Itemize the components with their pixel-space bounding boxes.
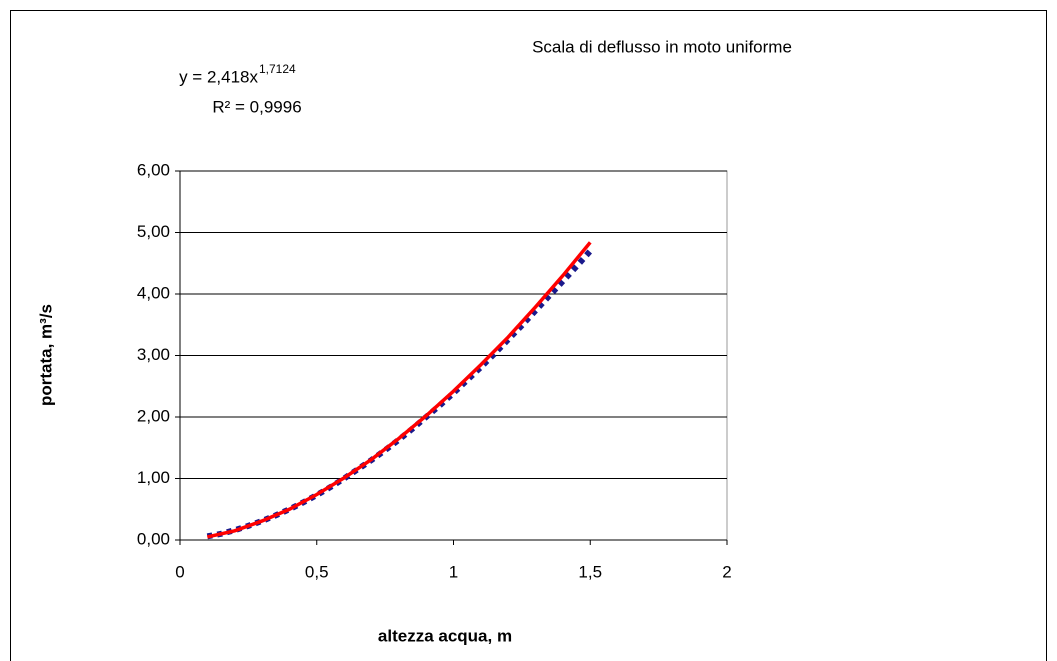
x-tick-label: 0 — [175, 562, 184, 581]
y-tick-label: 5,00 — [137, 222, 170, 241]
y-tick-label: 2,00 — [137, 406, 170, 425]
y-tick-label: 3,00 — [137, 345, 170, 364]
y-tick-label: 1,00 — [137, 468, 170, 487]
series-line — [206, 248, 593, 540]
x-tick-label: 1,5 — [578, 562, 602, 581]
trendline-exponent: 1,7124 — [259, 62, 296, 76]
series-line — [206, 241, 592, 539]
chart-border — [10, 10, 1047, 661]
x-tick-label: 0,5 — [305, 562, 329, 581]
y-tick-label: 0,00 — [137, 529, 170, 548]
x-axis-label: altezza acqua, m — [378, 626, 512, 645]
r-squared: R² = 0,9996 — [212, 97, 301, 116]
trendline-equation: y = 2,418x — [179, 67, 258, 86]
chart-title: Scala di deflusso in moto uniforme — [532, 37, 792, 56]
x-tick-label: 2 — [722, 562, 731, 581]
y-tick-label: 6,00 — [137, 160, 170, 179]
y-tick-label: 4,00 — [137, 283, 170, 302]
x-tick-label: 1 — [449, 562, 458, 581]
y-axis-label: portata, m³/s — [36, 304, 55, 406]
